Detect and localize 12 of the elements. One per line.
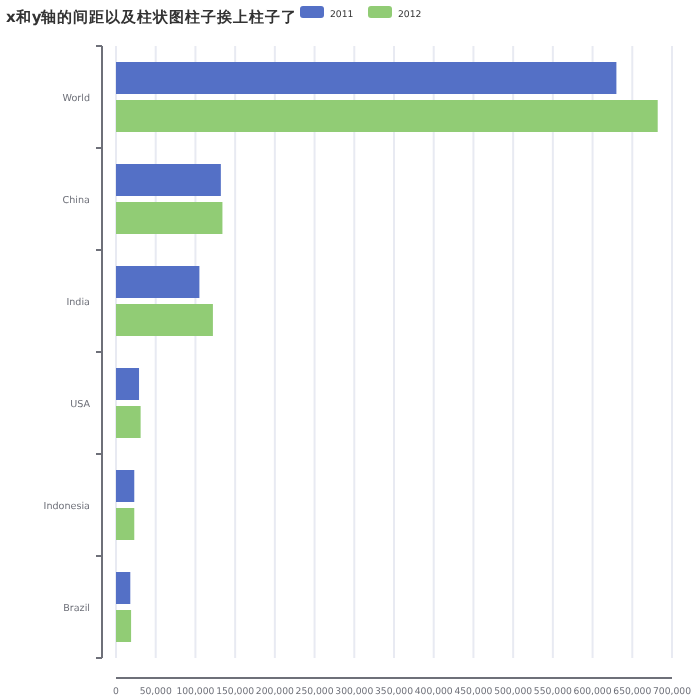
bar	[116, 368, 140, 400]
bar	[116, 266, 200, 298]
bar	[116, 508, 135, 540]
bar	[116, 62, 617, 94]
bar	[116, 610, 132, 642]
bar	[116, 100, 658, 132]
bar	[116, 202, 223, 234]
bar	[116, 164, 221, 196]
bar	[116, 406, 141, 438]
bar	[116, 304, 213, 336]
bar	[116, 470, 135, 502]
bar	[116, 572, 131, 604]
